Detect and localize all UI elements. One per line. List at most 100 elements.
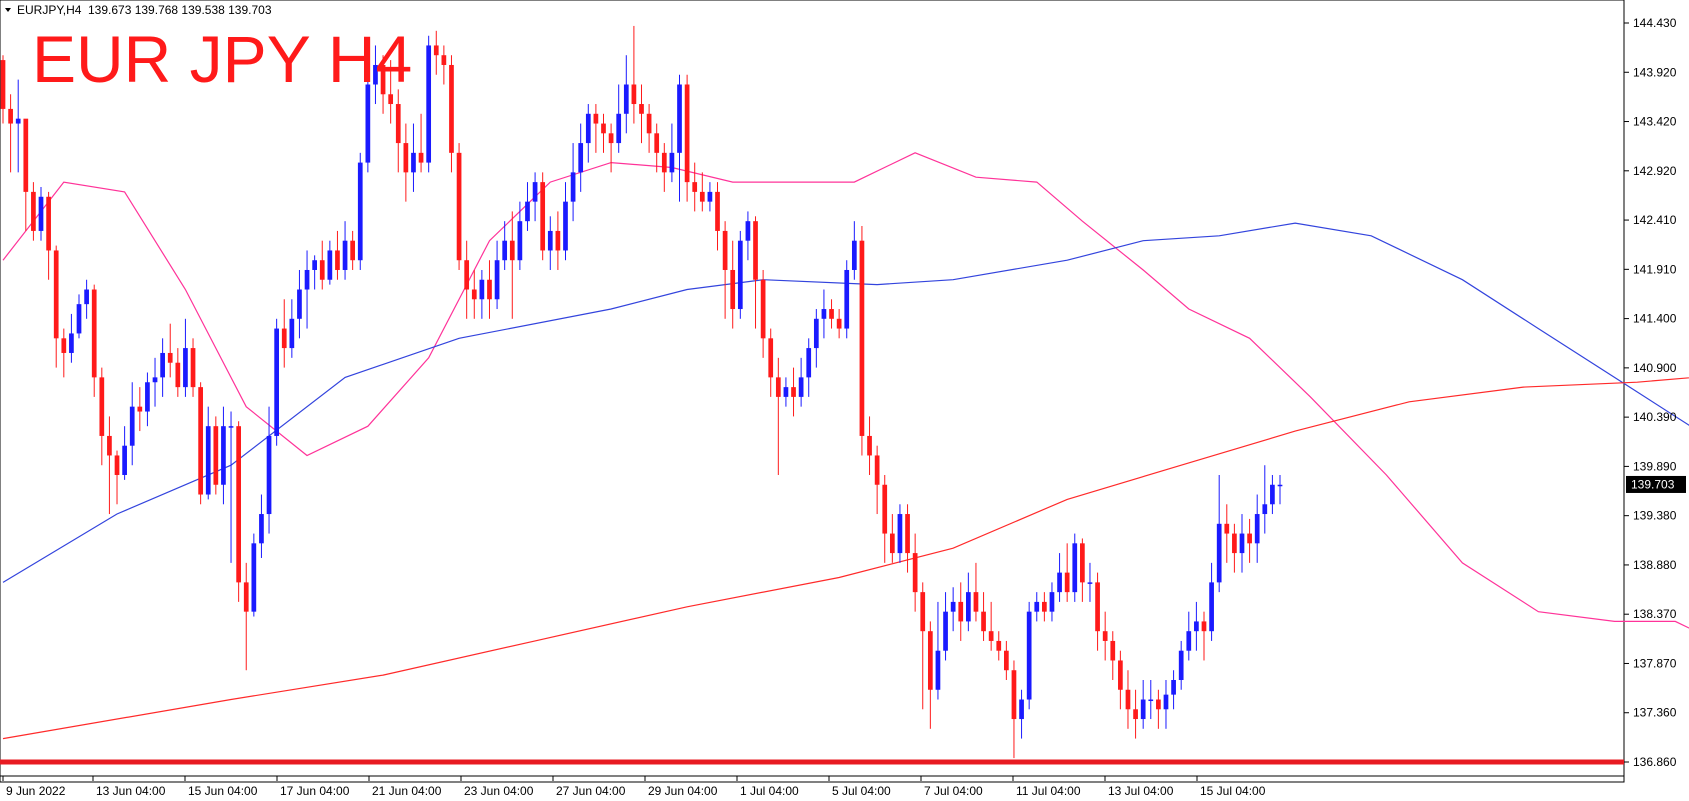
candle-body: [433, 45, 439, 56]
candle: [281, 299, 287, 368]
candle-body: [988, 631, 994, 641]
candle: [699, 172, 705, 212]
y-tick-label: 137.870: [1633, 656, 1677, 670]
candle-body: [411, 152, 416, 173]
candle-body: [167, 352, 173, 363]
candle-body: [312, 260, 318, 270]
candle: [715, 182, 720, 251]
candle: [958, 582, 964, 641]
candle-body: [31, 191, 36, 231]
y-tick-label: 140.900: [1633, 361, 1677, 375]
candle: [1080, 538, 1085, 602]
candle-body: [1042, 601, 1047, 612]
candle: [418, 113, 424, 173]
candle-body: [494, 260, 500, 300]
candle: [555, 211, 561, 270]
y-tick-label: 141.400: [1633, 312, 1677, 326]
candle-body: [867, 435, 872, 456]
candle-body: [449, 64, 454, 153]
candle: [1072, 533, 1078, 602]
candle-body: [616, 113, 622, 144]
candle: [433, 30, 439, 75]
candle: [1110, 631, 1116, 680]
candle-body: [183, 348, 188, 388]
candle-body: [23, 118, 29, 192]
y-tick-label: 141.910: [1633, 262, 1677, 276]
candle: [646, 104, 652, 153]
candle-body: [578, 143, 584, 173]
candle: [1034, 592, 1040, 622]
candle-body: [798, 377, 804, 397]
y-tick-label: 139.890: [1633, 459, 1677, 473]
candle-body: [1095, 582, 1100, 632]
candle: [1102, 611, 1108, 661]
candle-body: [1034, 601, 1040, 612]
candle-body: [1239, 533, 1245, 554]
candle-body: [631, 84, 637, 105]
candle: [91, 284, 97, 397]
candle-body: [228, 426, 234, 428]
candle-body: [319, 260, 325, 280]
candle: [813, 309, 819, 368]
candle-body: [1277, 484, 1283, 487]
candle-body: [532, 182, 538, 202]
candle-body: [570, 172, 576, 202]
ma-line-slow: [2, 377, 1689, 740]
candle: [677, 74, 682, 202]
candle: [836, 309, 842, 339]
candle: [851, 221, 857, 280]
candle: [608, 123, 614, 173]
candle: [228, 411, 234, 563]
candle-body: [15, 118, 21, 124]
candle: [1125, 670, 1131, 729]
candle-body: [289, 318, 295, 349]
candle: [160, 338, 165, 397]
candle: [266, 406, 272, 534]
candle-body: [753, 221, 758, 280]
candle: [1232, 523, 1237, 573]
candle-body: [1194, 621, 1199, 632]
candle: [243, 562, 249, 671]
candle-body: [639, 104, 644, 114]
candle-body: [1057, 572, 1062, 593]
candle-body: [768, 338, 774, 378]
x-tick-label: 29 Jun 04:00: [648, 784, 718, 798]
x-tick-label: 13 Jun 04:00: [96, 784, 166, 798]
y-tick-label: 140.390: [1633, 410, 1677, 424]
x-axis-ticks: 9 Jun 2022 13 Jun 04:00 15 Jun 04:00 17 Jun…: [2, 776, 1266, 798]
candle-body: [342, 240, 348, 270]
candle: [897, 504, 903, 563]
candle-body: [441, 55, 447, 65]
dropdown-triangle-icon[interactable]: [5, 8, 11, 12]
candle-body: [84, 289, 89, 305]
candle-body: [525, 201, 530, 222]
candle: [563, 182, 568, 261]
x-tick-label: 23 Jun 04:00: [464, 784, 534, 798]
candle: [578, 123, 584, 192]
candle-body: [418, 152, 424, 163]
candle-body: [487, 279, 492, 300]
y-tick-label: 143.920: [1633, 65, 1677, 79]
candle-body: [737, 240, 743, 310]
candle: [53, 245, 59, 368]
candle: [760, 269, 766, 358]
candle-body: [1133, 709, 1138, 720]
candle-body: [654, 133, 660, 153]
candle-body: [517, 221, 523, 261]
candle-body: [1247, 533, 1252, 544]
candle: [950, 587, 956, 632]
candle-body: [221, 426, 226, 485]
candle-body: [388, 94, 394, 105]
candle-body: [335, 250, 340, 270]
candle: [768, 328, 774, 397]
symbol-label: EURJPY,H4: [17, 3, 82, 17]
candle-body: [1110, 640, 1116, 661]
candle: [1216, 474, 1222, 593]
candle: [411, 123, 416, 192]
candle: [221, 406, 226, 505]
candle: [319, 240, 325, 290]
candle: [540, 172, 546, 261]
candle: [471, 269, 477, 319]
candle: [532, 172, 538, 222]
